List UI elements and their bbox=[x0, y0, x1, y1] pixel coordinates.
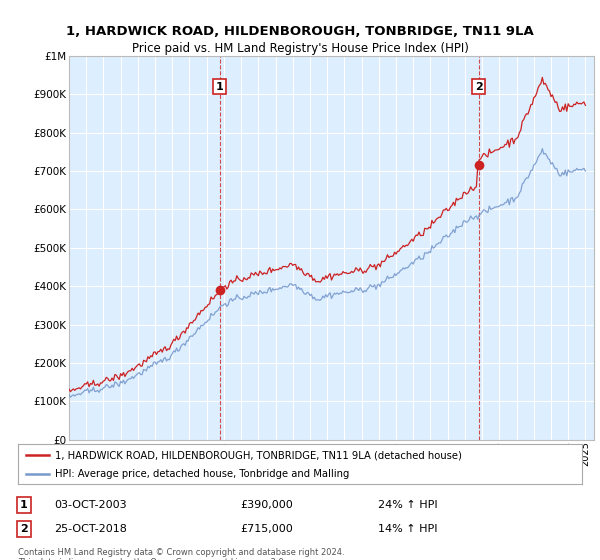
Text: 24% ↑ HPI: 24% ↑ HPI bbox=[378, 500, 437, 510]
Text: 1: 1 bbox=[216, 82, 223, 92]
Text: Contains HM Land Registry data © Crown copyright and database right 2024.
This d: Contains HM Land Registry data © Crown c… bbox=[18, 548, 344, 560]
Text: 03-OCT-2003: 03-OCT-2003 bbox=[54, 500, 127, 510]
Text: Price paid vs. HM Land Registry's House Price Index (HPI): Price paid vs. HM Land Registry's House … bbox=[131, 42, 469, 55]
Text: 14% ↑ HPI: 14% ↑ HPI bbox=[378, 524, 437, 534]
Text: 2: 2 bbox=[20, 524, 28, 534]
Text: 25-OCT-2018: 25-OCT-2018 bbox=[54, 524, 127, 534]
Text: 1, HARDWICK ROAD, HILDENBOROUGH, TONBRIDGE, TN11 9LA (detached house): 1, HARDWICK ROAD, HILDENBOROUGH, TONBRID… bbox=[55, 450, 461, 460]
Text: 1: 1 bbox=[20, 500, 28, 510]
Text: 1, HARDWICK ROAD, HILDENBOROUGH, TONBRIDGE, TN11 9LA: 1, HARDWICK ROAD, HILDENBOROUGH, TONBRID… bbox=[66, 25, 534, 38]
Text: 2: 2 bbox=[475, 82, 482, 92]
Text: HPI: Average price, detached house, Tonbridge and Malling: HPI: Average price, detached house, Tonb… bbox=[55, 469, 349, 479]
Text: £715,000: £715,000 bbox=[240, 524, 293, 534]
Text: £390,000: £390,000 bbox=[240, 500, 293, 510]
